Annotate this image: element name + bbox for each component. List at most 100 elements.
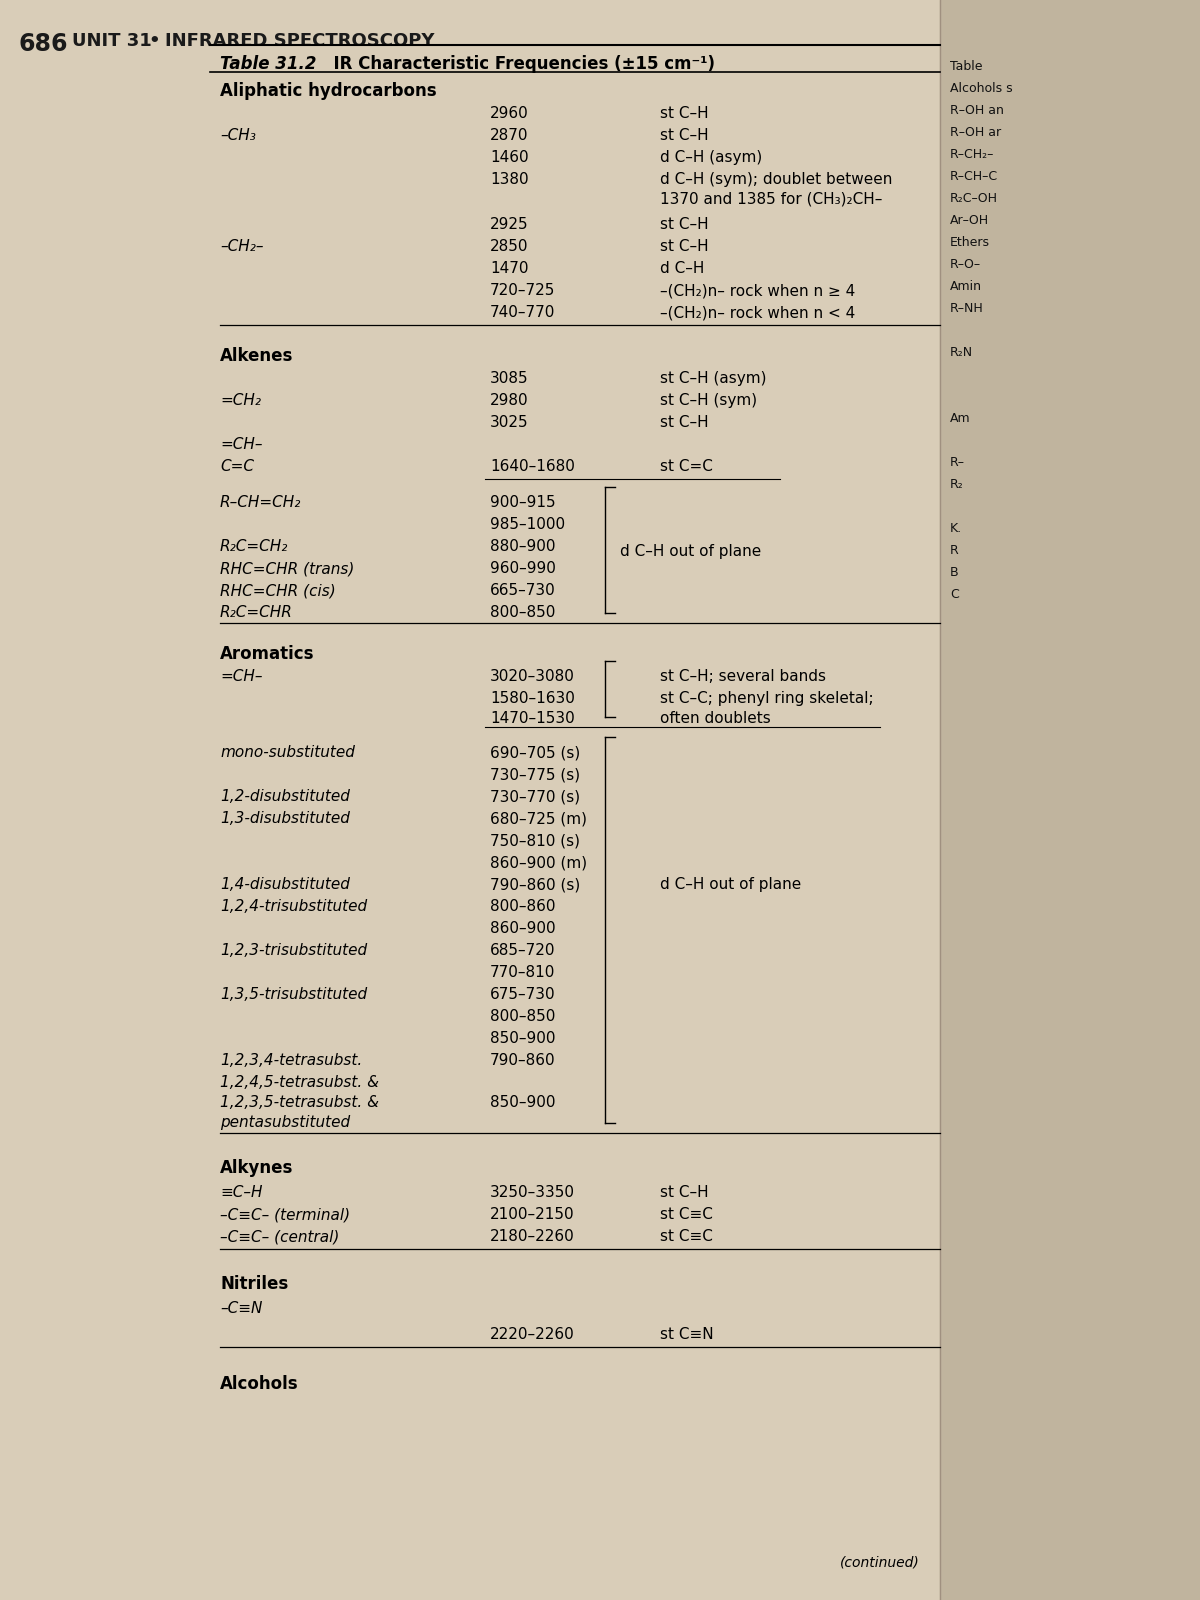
Text: 3250–3350: 3250–3350 [490, 1186, 575, 1200]
Text: 1460: 1460 [490, 150, 529, 165]
Text: 690–705 (s): 690–705 (s) [490, 746, 581, 760]
Text: d C–H (asym): d C–H (asym) [660, 150, 762, 165]
Text: R–O–: R–O– [950, 258, 982, 270]
Text: B: B [950, 566, 959, 579]
Text: 2925: 2925 [490, 218, 529, 232]
Text: 2180–2260: 2180–2260 [490, 1229, 575, 1245]
Text: st C–H: st C–H [660, 414, 709, 430]
Text: 1,2,3,4-tetrasubst.: 1,2,3,4-tetrasubst. [220, 1053, 362, 1069]
Text: =CH₂: =CH₂ [220, 394, 262, 408]
Text: 720–725: 720–725 [490, 283, 556, 298]
Text: IR Characteristic Frequencies (±15 cm⁻¹): IR Characteristic Frequencies (±15 cm⁻¹) [322, 54, 715, 74]
Text: R–NH: R–NH [950, 302, 984, 315]
Text: mono-substituted: mono-substituted [220, 746, 355, 760]
Text: RHC=CHR (cis): RHC=CHR (cis) [220, 582, 336, 598]
Text: 1470–1530: 1470–1530 [490, 710, 575, 726]
Text: 1370 and 1385 for (CH₃)₂CH–: 1370 and 1385 for (CH₃)₂CH– [660, 190, 882, 206]
Text: 2870: 2870 [490, 128, 528, 142]
Text: st C=C: st C=C [660, 459, 713, 474]
Text: 2980: 2980 [490, 394, 529, 408]
Text: 850–900: 850–900 [490, 1094, 556, 1110]
Text: Table 31.2: Table 31.2 [220, 54, 317, 74]
Text: 1,4-disubstituted: 1,4-disubstituted [220, 877, 350, 893]
Text: 850–900: 850–900 [490, 1030, 556, 1046]
Text: 730–770 (s): 730–770 (s) [490, 789, 580, 803]
Text: Alkenes: Alkenes [220, 347, 293, 365]
Text: 1470: 1470 [490, 261, 528, 275]
Text: =CH–: =CH– [220, 437, 263, 451]
Text: •: • [148, 32, 160, 50]
Text: 1,2,3,5-tetrasubst. &: 1,2,3,5-tetrasubst. & [220, 1094, 379, 1110]
Text: 800–850: 800–850 [490, 1010, 556, 1024]
Text: 1580–1630: 1580–1630 [490, 691, 575, 706]
Text: 770–810: 770–810 [490, 965, 556, 979]
Text: 2100–2150: 2100–2150 [490, 1206, 575, 1222]
Text: 750–810 (s): 750–810 (s) [490, 834, 580, 848]
Text: st C≡C: st C≡C [660, 1206, 713, 1222]
Text: R–CH–C: R–CH–C [950, 170, 998, 182]
Text: Alkynes: Alkynes [220, 1158, 293, 1178]
Text: 880–900: 880–900 [490, 539, 556, 554]
Text: ≡C–H: ≡C–H [220, 1186, 263, 1200]
Text: –C≡C– (terminal): –C≡C– (terminal) [220, 1206, 350, 1222]
Text: 2850: 2850 [490, 238, 528, 254]
Text: st C–H: st C–H [660, 1186, 709, 1200]
Text: st C–H: st C–H [660, 106, 709, 122]
Text: –(CH₂)n– rock when n ≥ 4: –(CH₂)n– rock when n ≥ 4 [660, 283, 856, 298]
Text: R₂N: R₂N [950, 346, 973, 358]
Text: 900–915: 900–915 [490, 494, 556, 510]
Text: RHC=CHR (trans): RHC=CHR (trans) [220, 562, 354, 576]
Text: Nitriles: Nitriles [220, 1275, 288, 1293]
Text: K.: K. [950, 522, 962, 534]
Text: 680–725 (m): 680–725 (m) [490, 811, 587, 826]
Text: 675–730: 675–730 [490, 987, 556, 1002]
Text: 860–900 (m): 860–900 (m) [490, 854, 587, 870]
Text: 790–860: 790–860 [490, 1053, 556, 1069]
Text: 685–720: 685–720 [490, 942, 556, 958]
Text: 800–850: 800–850 [490, 605, 556, 619]
Text: R–OH an: R–OH an [950, 104, 1004, 117]
Text: st C–H: st C–H [660, 238, 709, 254]
Text: st C≡C: st C≡C [660, 1229, 713, 1245]
Text: d C–H (sym); doublet between: d C–H (sym); doublet between [660, 171, 893, 187]
Text: 2960: 2960 [490, 106, 529, 122]
Text: –CH₂–: –CH₂– [220, 238, 264, 254]
Text: Aromatics: Aromatics [220, 645, 314, 662]
Text: 1,3,5-trisubstituted: 1,3,5-trisubstituted [220, 987, 367, 1002]
Text: Ar–OH: Ar–OH [950, 214, 989, 227]
Text: –CH₃: –CH₃ [220, 128, 256, 142]
Text: often doublets: often doublets [660, 710, 770, 726]
Text: Amin: Amin [950, 280, 982, 293]
Text: 1,2,4-trisubstituted: 1,2,4-trisubstituted [220, 899, 367, 914]
Text: 1,3-disubstituted: 1,3-disubstituted [220, 811, 350, 826]
Text: st C–H: st C–H [660, 218, 709, 232]
Text: R₂C–OH: R₂C–OH [950, 192, 998, 205]
Text: C=C: C=C [220, 459, 254, 474]
Text: =CH–: =CH– [220, 669, 263, 685]
Text: Alcohols: Alcohols [220, 1374, 299, 1394]
Text: Aliphatic hydrocarbons: Aliphatic hydrocarbons [220, 82, 437, 99]
Text: (continued): (continued) [840, 1555, 920, 1570]
Text: st C–H (asym): st C–H (asym) [660, 371, 767, 386]
Bar [940, 0, 1200, 1600]
Text: 1380: 1380 [490, 171, 529, 187]
Text: 1,2-disubstituted: 1,2-disubstituted [220, 789, 350, 803]
Text: 2220–2260: 2220–2260 [490, 1326, 575, 1342]
Text: st C–H (sym): st C–H (sym) [660, 394, 757, 408]
Text: 686: 686 [18, 32, 67, 56]
Text: –(CH₂)n– rock when n < 4: –(CH₂)n– rock when n < 4 [660, 306, 856, 320]
Text: 800–860: 800–860 [490, 899, 556, 914]
Text: –C≡N: –C≡N [220, 1301, 263, 1315]
Text: UNIT 31: UNIT 31 [72, 32, 151, 50]
Text: st C≡N: st C≡N [660, 1326, 714, 1342]
Text: 730–775 (s): 730–775 (s) [490, 766, 580, 782]
Text: Ethers: Ethers [950, 235, 990, 250]
Text: pentasubstituted: pentasubstituted [220, 1115, 350, 1130]
Text: 1,2,3-trisubstituted: 1,2,3-trisubstituted [220, 942, 367, 958]
Text: –C≡C– (central): –C≡C– (central) [220, 1229, 340, 1245]
Text: R₂C=CHR: R₂C=CHR [220, 605, 293, 619]
Text: d C–H: d C–H [660, 261, 704, 275]
Text: 3085: 3085 [490, 371, 529, 386]
Text: Am: Am [950, 411, 971, 426]
Text: d C–H out of plane: d C–H out of plane [620, 544, 761, 558]
